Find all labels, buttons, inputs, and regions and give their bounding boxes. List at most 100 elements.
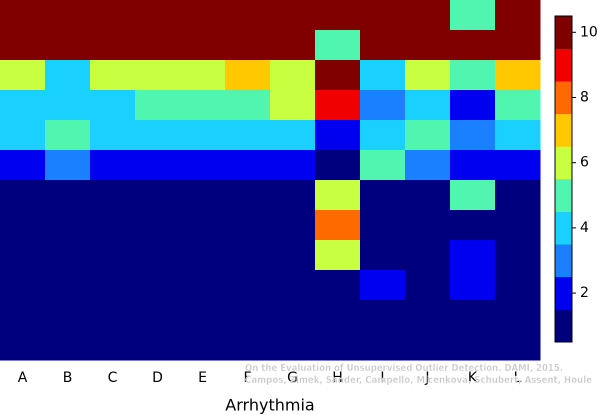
heatmap-cell — [360, 240, 406, 271]
x-tick-label: H — [332, 370, 343, 386]
heatmap-cell — [180, 0, 226, 31]
x-tick-label: A — [18, 370, 28, 386]
heatmap-cell — [360, 120, 406, 151]
heatmap-cell — [90, 120, 136, 151]
heatmap-cell — [225, 210, 271, 241]
heatmap-cell — [315, 60, 361, 91]
heatmap-cell — [405, 300, 451, 331]
heatmap-cell — [45, 180, 91, 211]
heatmap-cell — [315, 180, 361, 211]
x-tick-label: E — [198, 370, 207, 386]
heatmap-cell — [90, 270, 136, 301]
heatmap-cell — [270, 210, 316, 241]
heatmap-cell — [360, 210, 406, 241]
heatmap-cell — [495, 120, 541, 151]
heatmap-cell — [45, 120, 91, 151]
heatmap-cell — [315, 0, 361, 31]
heatmap-cell — [450, 90, 496, 121]
heatmap-cell — [405, 240, 451, 271]
heatmap-cell — [180, 60, 226, 91]
heatmap-cell — [45, 60, 91, 91]
heatmap-cell — [225, 60, 271, 91]
heatmap-cell — [315, 120, 361, 151]
heatmap-cell — [135, 300, 181, 331]
heatmap-cell — [90, 300, 136, 331]
heatmap-cell — [135, 60, 181, 91]
heatmap-cell — [315, 300, 361, 331]
heatmap-cell — [180, 270, 226, 301]
heatmap-cell — [135, 0, 181, 31]
heatmap-cell — [450, 270, 496, 301]
heatmap-cell — [90, 0, 136, 31]
heatmap-cell — [45, 150, 91, 181]
x-tick-label: G — [287, 370, 298, 386]
colorbar-tick-label: 10 — [580, 24, 598, 40]
x-axis-title: Arrhythmia — [225, 396, 314, 415]
heatmap-cell — [90, 60, 136, 91]
heatmap-cell — [495, 0, 541, 31]
heatmap-cell — [495, 180, 541, 211]
colorbar-band — [555, 81, 572, 115]
heatmap-cell — [405, 330, 451, 361]
heatmap-cell — [90, 30, 136, 61]
heatmap-cell — [270, 60, 316, 91]
heatmap-cell — [0, 180, 46, 211]
heatmap-cell — [405, 180, 451, 211]
heatmap-cell — [45, 270, 91, 301]
heatmap-cell — [495, 60, 541, 91]
heatmap-cell — [450, 240, 496, 271]
heatmap-cell — [405, 210, 451, 241]
heatmap-cell — [315, 240, 361, 271]
heatmap-cell — [450, 300, 496, 331]
heatmap-cell — [90, 180, 136, 211]
heatmap-cell — [90, 210, 136, 241]
heatmap-cell — [360, 270, 406, 301]
heatmap-cell — [225, 150, 271, 181]
colorbar-band — [555, 16, 572, 49]
heatmap-cell — [360, 180, 406, 211]
heatmap-cell — [225, 120, 271, 151]
heatmap-cell — [180, 30, 226, 61]
heatmap-cell — [45, 30, 91, 61]
heatmap-cell — [135, 210, 181, 241]
heatmap-cell — [45, 90, 91, 121]
heatmap-cell — [225, 0, 271, 31]
heatmap-cell — [270, 0, 316, 31]
heatmap-cell — [495, 150, 541, 181]
heatmap-cell — [0, 300, 46, 331]
heatmap-cell — [450, 60, 496, 91]
heatmap-cell — [0, 30, 46, 61]
colorbar-band — [555, 113, 572, 147]
colorbar-band — [555, 211, 572, 245]
heatmap-cell — [270, 120, 316, 151]
heatmap-cell — [450, 30, 496, 61]
colorbar-tick-label: 4 — [580, 220, 589, 236]
heatmap-cell — [0, 150, 46, 181]
heatmap-cell — [405, 60, 451, 91]
x-tick-label: K — [468, 370, 478, 386]
heatmap-cell — [270, 180, 316, 211]
heatmap-cell — [270, 240, 316, 271]
heatmap-cell — [270, 90, 316, 121]
watermark: Campos, Zimek, Sander, Campello, Micenko… — [245, 374, 592, 386]
heatmap-cell — [315, 90, 361, 121]
x-tick-label: I — [380, 370, 384, 386]
x-tick-label: J — [424, 370, 429, 386]
colorbar-tick-label: 2 — [580, 285, 589, 301]
heatmap-cell — [360, 0, 406, 31]
heatmap-cell — [180, 300, 226, 331]
colorbar-band — [555, 244, 572, 278]
heatmap-cell — [225, 90, 271, 121]
heatmap-cell — [225, 330, 271, 361]
heatmap-cell — [0, 270, 46, 301]
colorbar-band — [555, 276, 572, 310]
heatmap-cell — [360, 300, 406, 331]
heatmap-cell — [360, 150, 406, 181]
heatmap-cell — [45, 0, 91, 31]
heatmap-cell — [405, 120, 451, 151]
heatmap-cell — [315, 270, 361, 301]
heatmap-cell — [45, 300, 91, 331]
heatmap-cell — [135, 330, 181, 361]
heatmap-cell — [360, 90, 406, 121]
